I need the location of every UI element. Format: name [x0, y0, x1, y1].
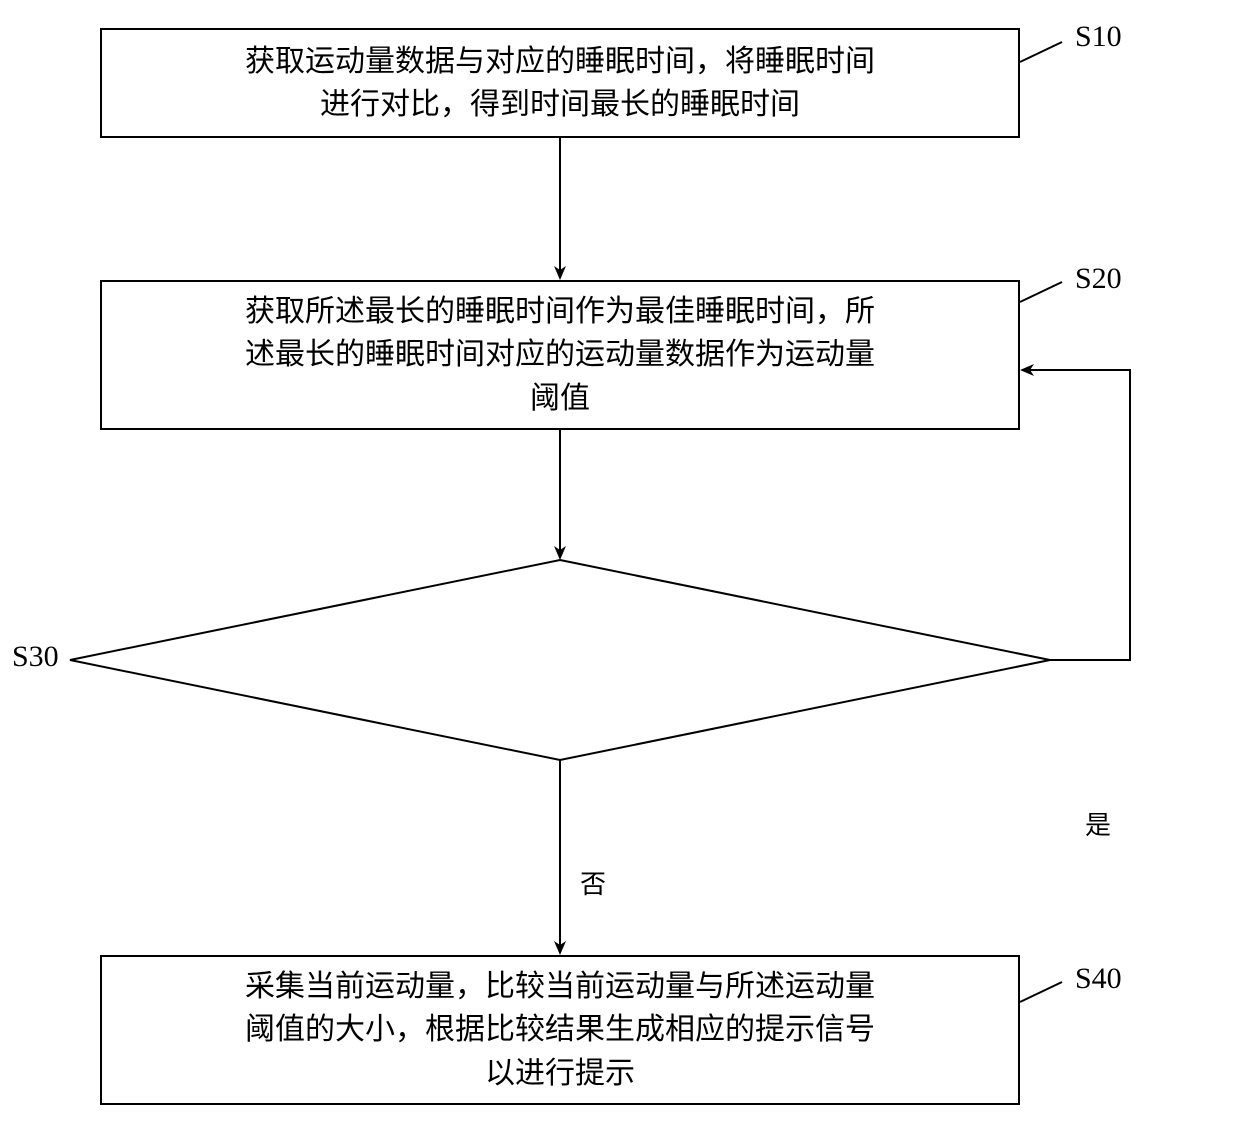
tick-s40	[1020, 982, 1062, 1002]
node-s40-line2: 阈值的大小，根据比较结果生成相应的提示信号	[245, 1013, 875, 1046]
node-s40: 采集当前运动量，比较当前运动量与所述运动量 阈值的大小，根据比较结果生成相应的提…	[100, 955, 1020, 1105]
edge-label-yes: 是	[1085, 805, 1111, 842]
edge-label-no: 否	[580, 864, 606, 901]
tick-s20	[1020, 282, 1062, 302]
node-s30-line1: 继续获取睡眠时间，判断是否有睡眠时间	[290, 623, 830, 656]
node-s20: 获取所述最长的睡眠时间作为最佳睡眠时间，所 述最长的睡眠时间对应的运动量数据作为…	[100, 280, 1020, 430]
label-s40: S40	[1075, 962, 1122, 996]
node-s10-line1: 获取运动量数据与对应的睡眠时间，将睡眠时间	[245, 45, 875, 78]
label-s10: S10	[1075, 20, 1122, 54]
node-s20-line3: 阈值	[530, 382, 590, 415]
node-s20-line1: 获取所述最长的睡眠时间作为最佳睡眠时间，所	[245, 295, 875, 328]
label-s30: S30	[12, 640, 59, 674]
node-s30-line2: 长度大于所述最佳睡眠时间	[380, 667, 740, 700]
label-s20: S20	[1075, 262, 1122, 296]
node-s10-line2: 进行对比，得到时间最长的睡眠时间	[320, 88, 800, 121]
edge-s30-s20-loop	[1022, 370, 1130, 660]
node-s30-text: 继续获取睡眠时间，判断是否有睡眠时间 长度大于所述最佳睡眠时间	[200, 618, 920, 705]
node-s40-line3: 以进行提示	[485, 1057, 635, 1090]
node-s40-line1: 采集当前运动量，比较当前运动量与所述运动量	[245, 970, 875, 1003]
tick-s10	[1020, 42, 1062, 62]
node-s10: 获取运动量数据与对应的睡眠时间，将睡眠时间 进行对比，得到时间最长的睡眠时间	[100, 28, 1020, 138]
flowchart-canvas: 获取运动量数据与对应的睡眠时间，将睡眠时间 进行对比，得到时间最长的睡眠时间 S…	[0, 0, 1240, 1133]
node-s20-line2: 述最长的睡眠时间对应的运动量数据作为运动量	[245, 338, 875, 371]
